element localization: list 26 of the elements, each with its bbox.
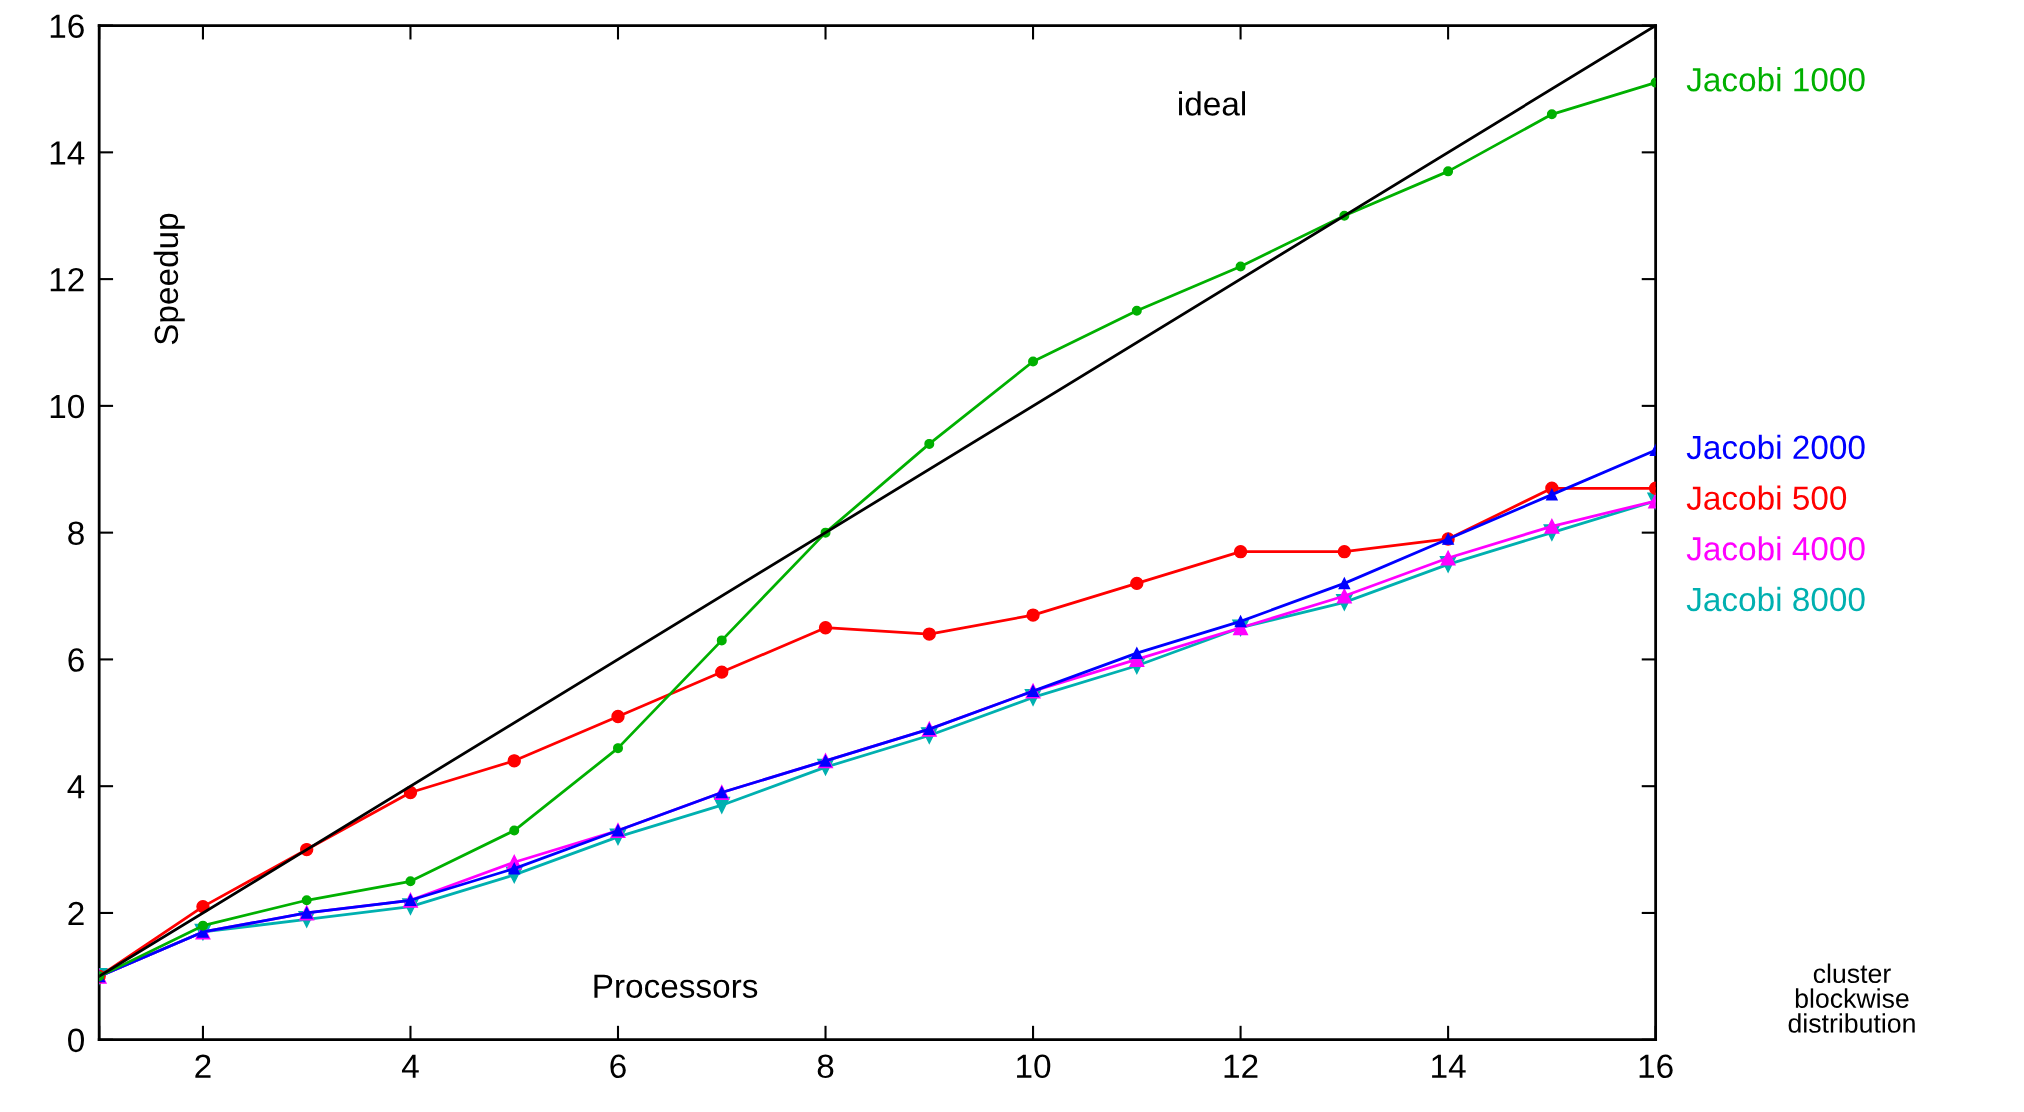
y-tick-label: 8 <box>68 521 84 546</box>
x-tick-label: 2 <box>195 1054 211 1078</box>
x-tick-label: 12 <box>1224 1054 1258 1078</box>
y-tick-label: 14 <box>50 141 85 165</box>
y-tick-label: 4 <box>67 775 85 799</box>
text: cluster blockwise distribution <box>1788 963 1915 1033</box>
y-tick-label: 6 <box>68 648 84 672</box>
series-label: Jacobi 4000 <box>1686 536 1865 561</box>
y-tick-label: 10 <box>50 394 84 419</box>
y-axis-title: Speedup <box>153 213 185 345</box>
annotation: ideal <box>1179 91 1246 116</box>
y-tick-label: 0 <box>68 1028 84 1053</box>
x-tick-label: 14 <box>1432 1054 1466 1078</box>
y-tick-label: 12 <box>50 267 84 292</box>
x-tick-label: 10 <box>1017 1054 1051 1079</box>
x-tick-label: 6 <box>610 1054 626 1079</box>
series-label: Jacobi 500 <box>1686 485 1847 510</box>
text: Jacobi 8000 <box>1686 586 1865 612</box>
series-label: Jacobi 2000 <box>1686 434 1865 460</box>
y-tick-label: 2 <box>68 901 84 926</box>
x-axis-title: Processors <box>594 974 758 998</box>
x-tick-label: 8 <box>817 1054 834 1079</box>
x-tick-label: 4 <box>401 1054 419 1078</box>
x-tick-label: 16 <box>1639 1054 1673 1079</box>
series-label: Jacobi 1000 <box>1686 67 1865 92</box>
y-tick-label: 16 <box>50 14 84 38</box>
